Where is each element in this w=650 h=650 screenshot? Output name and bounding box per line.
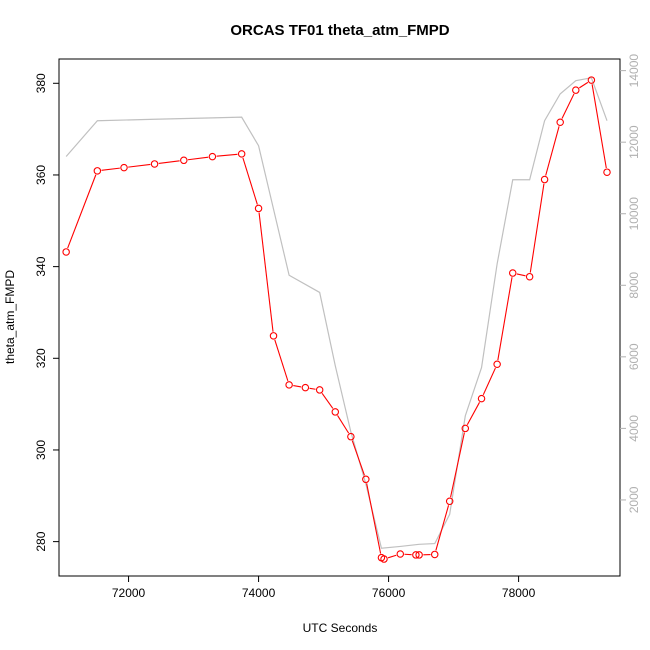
- y-axis: 280 300 320 340 360 380: [34, 73, 59, 552]
- data-point: [285, 381, 293, 389]
- primary-series-segment: [274, 339, 289, 382]
- x-axis: 72000 74000 76000 78000: [112, 576, 536, 600]
- primary-series-segment: [366, 483, 382, 554]
- data-point: [477, 394, 486, 403]
- primary-series-segment: [529, 183, 545, 273]
- data-point: [347, 432, 355, 441]
- y-tick-label: 300: [34, 440, 48, 460]
- y-axis-label: theta_atm_FMPD: [3, 270, 17, 364]
- y2-tick-label: 10000: [627, 197, 641, 231]
- data-point: [396, 550, 405, 558]
- data-point: [493, 360, 501, 368]
- y2-tick-label: 4000: [627, 415, 641, 442]
- primary-series-segment: [435, 505, 450, 551]
- x-tick-label: 74000: [242, 586, 276, 600]
- primary-series-segment: [466, 402, 481, 425]
- data-point: [445, 497, 454, 506]
- primary-series-segment: [516, 273, 526, 277]
- secondary-series-layer: [65, 77, 608, 549]
- primary-series-segment: [187, 156, 209, 161]
- y2-tick-label: 8000: [627, 272, 641, 299]
- data-point: [150, 160, 159, 168]
- y2-axis: 2000 4000 6000 8000 10000 12000 14000: [620, 54, 641, 513]
- data-point: [180, 156, 188, 165]
- data-point: [331, 408, 340, 416]
- data-point: [301, 383, 310, 392]
- data-point: [62, 248, 70, 256]
- data-point: [415, 551, 423, 559]
- data-point: [362, 475, 370, 484]
- primary-series-segment: [351, 440, 365, 476]
- data-point: [269, 332, 278, 340]
- primary-series-segment: [128, 163, 151, 168]
- primary-series-segment: [242, 157, 258, 205]
- primary-series-segment: [591, 84, 607, 169]
- primary-series-layer: [62, 76, 611, 563]
- x-axis-label: UTC Seconds: [303, 621, 378, 635]
- data-point: [508, 269, 517, 277]
- data-point: [93, 167, 102, 175]
- data-point: [254, 204, 263, 213]
- primary-series-segment: [293, 385, 302, 388]
- primary-series-segment: [101, 167, 120, 171]
- y-tick-label: 340: [34, 256, 48, 276]
- x-tick-label: 78000: [502, 586, 536, 600]
- y2-tick-label: 12000: [627, 125, 641, 159]
- primary-series-segment: [216, 153, 238, 157]
- data-point: [556, 118, 564, 127]
- y-tick-label: 280: [34, 531, 48, 551]
- primary-series-segment: [579, 81, 589, 89]
- y2-tick-label: 2000: [627, 486, 641, 513]
- primary-series-segment: [561, 93, 575, 119]
- primary-series-segment: [482, 367, 496, 396]
- data-point: [572, 86, 580, 94]
- y-tick-label: 380: [34, 73, 48, 93]
- data-point: [525, 272, 534, 281]
- primary-series-segment: [497, 277, 513, 361]
- primary-series-segment: [387, 554, 397, 559]
- y2-tick-label: 6000: [627, 343, 641, 370]
- primary-series-segment: [337, 415, 350, 434]
- y-tick-label: 320: [34, 348, 48, 368]
- x-tick-label: 76000: [372, 586, 406, 600]
- primary-series-segment: [258, 212, 274, 332]
- data-point: [587, 76, 596, 84]
- y2-tick-label: 14000: [627, 54, 641, 88]
- primary-series-segment: [309, 387, 316, 390]
- primary-series-segment: [67, 174, 97, 249]
- data-point: [315, 386, 324, 394]
- chart-title: ORCAS TF01 theta_atm_FMPD: [230, 22, 449, 39]
- data-point: [540, 175, 549, 184]
- primary-series-segment: [545, 126, 560, 176]
- data-point: [237, 150, 246, 158]
- secondary-series-line: [65, 77, 608, 549]
- data-point: [430, 550, 439, 559]
- data-point: [208, 152, 217, 161]
- data-point: [380, 555, 388, 563]
- y-tick-label: 360: [34, 165, 48, 185]
- primary-series-segment: [158, 160, 180, 164]
- data-point: [603, 168, 611, 176]
- data-point: [120, 163, 128, 172]
- plot-frame: [58, 58, 621, 577]
- primary-series-segment: [321, 393, 334, 409]
- data-point: [461, 424, 470, 433]
- primary-series-segment: [450, 432, 465, 498]
- x-tick-label: 72000: [112, 586, 146, 600]
- data-point: [412, 551, 420, 559]
